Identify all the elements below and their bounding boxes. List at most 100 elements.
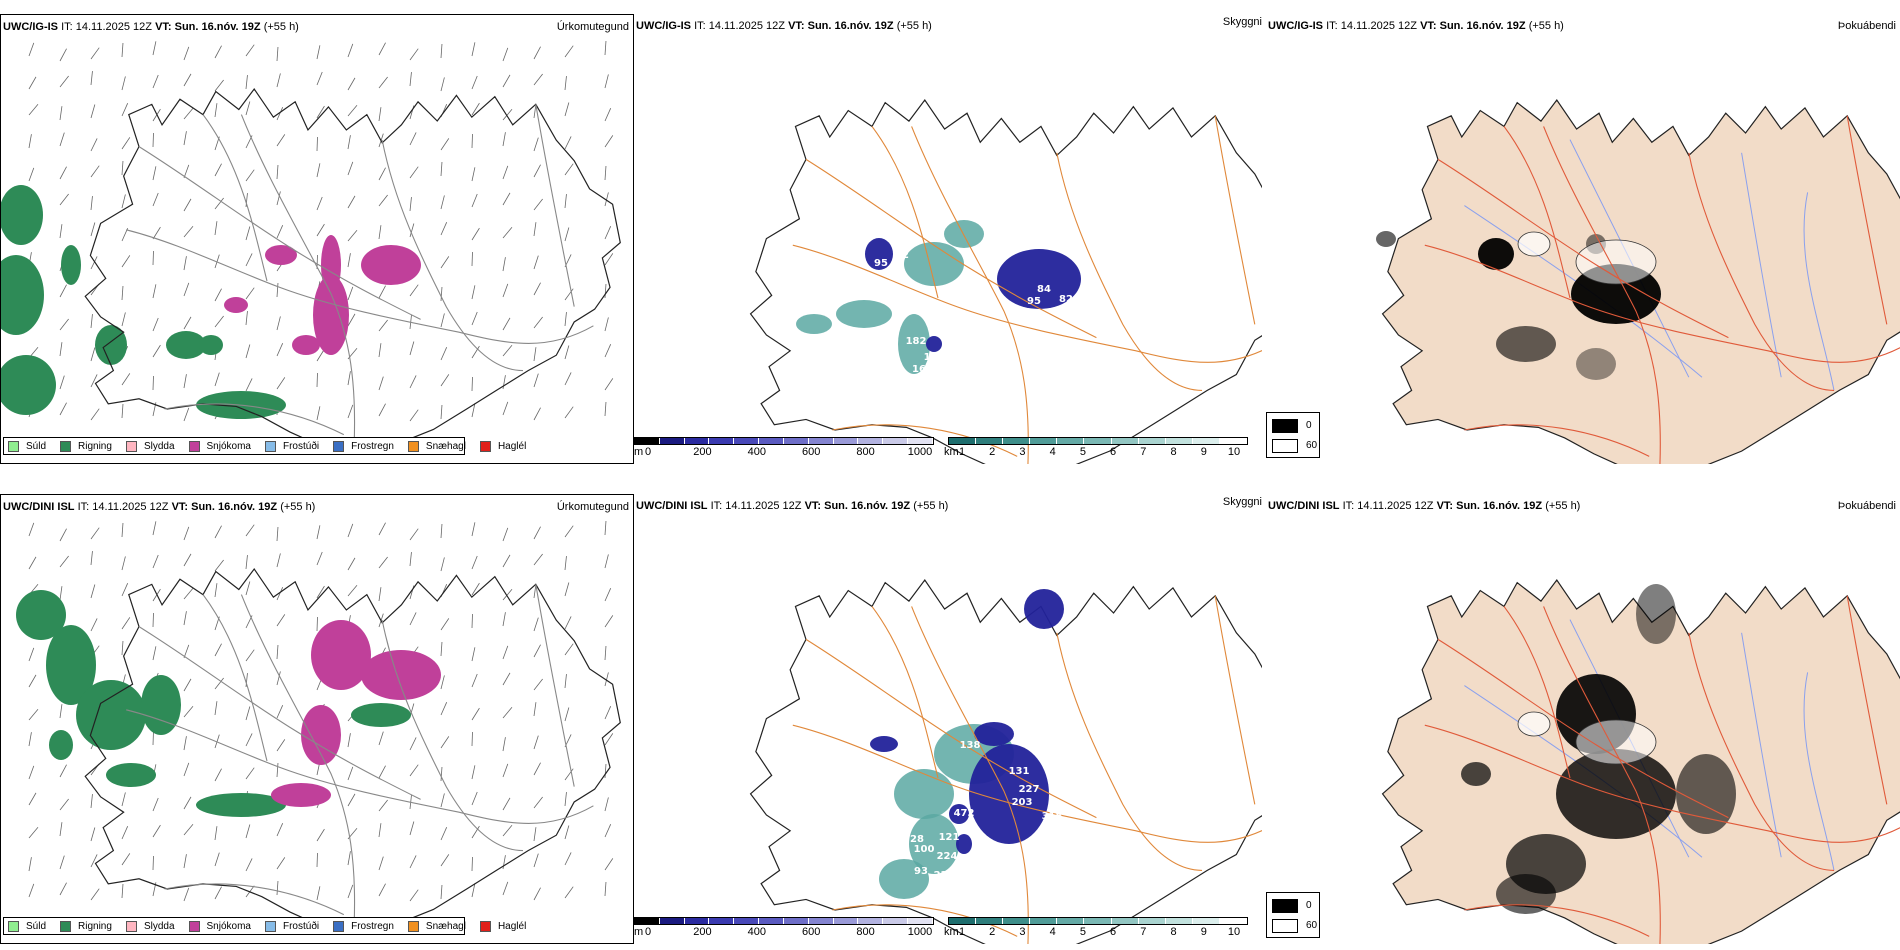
visibility-value-label: 121	[939, 832, 960, 843]
colorbar-swatch	[858, 438, 884, 444]
colorbar-swatch	[833, 438, 859, 444]
precip-legend-swatch	[188, 920, 200, 932]
low-cloud-area	[956, 834, 972, 854]
wind-barb	[28, 556, 37, 570]
wind-barb	[564, 102, 570, 117]
wind-barb	[214, 45, 222, 59]
wind-barb	[378, 285, 386, 299]
wind-barb	[214, 559, 224, 572]
colorbar-swatch	[949, 918, 977, 924]
wind-barb	[533, 827, 537, 842]
wind-barb	[183, 316, 192, 330]
wind-barb	[564, 406, 574, 419]
wind-barb	[471, 707, 480, 721]
road-line	[1543, 126, 1661, 464]
wind-barb	[214, 254, 220, 269]
visibility-value-label: 237	[934, 870, 955, 881]
colorbar-swatch	[1003, 438, 1031, 444]
wind-barb	[502, 763, 509, 778]
wind-barb	[214, 643, 222, 657]
wind-barb	[564, 525, 574, 538]
wind-barb	[183, 824, 194, 836]
wind-barb	[440, 162, 443, 177]
wind-barb	[316, 45, 321, 60]
low-visibility-area	[909, 814, 959, 874]
fog-legend-label-60: 60	[1306, 440, 1318, 451]
precip-legend-label: Slydda	[143, 920, 175, 932]
precip-panel-2: UWC/DINI ISL IT: 14.11.2025 12Z VT: Sun.…	[0, 494, 634, 944]
wind-barb	[59, 586, 63, 601]
fog-legend: 0 60	[1266, 412, 1320, 458]
wind-barb	[90, 347, 96, 362]
wind-barb	[604, 521, 607, 536]
precip-area	[361, 245, 421, 285]
wind-barb	[604, 554, 609, 569]
wind-barb	[59, 375, 65, 390]
wind-barb	[347, 404, 354, 419]
colorbar-strip	[948, 917, 1248, 925]
wind-barb	[440, 642, 443, 657]
road-line	[1056, 152, 1203, 391]
wind-barb	[183, 796, 192, 810]
wind-barb	[347, 585, 358, 597]
precip-legend-swatch	[333, 440, 345, 452]
precip-area	[46, 625, 96, 705]
precip-legend-swatch	[479, 920, 491, 932]
wind-barb	[316, 828, 325, 842]
colorbar-swatch	[1219, 918, 1248, 924]
wind-barb	[59, 402, 67, 416]
wind-barb	[214, 677, 224, 690]
precip-area	[76, 680, 146, 750]
visibility-value-label: 193	[924, 352, 945, 363]
wind-barb	[121, 826, 129, 840]
wind-barb	[121, 137, 131, 150]
wind-barb	[347, 286, 354, 301]
wind-barb	[533, 887, 541, 901]
precip-legend-swatch	[188, 440, 200, 452]
wind-barb	[564, 136, 572, 150]
wind-barb	[276, 47, 279, 62]
colorbar-tick: 200	[693, 446, 712, 458]
wind-barb	[533, 137, 539, 152]
wind-barb	[409, 612, 417, 626]
panel-name: Úrkomutegund	[556, 501, 629, 513]
wind-barb	[183, 644, 190, 659]
wind-barb	[121, 103, 129, 117]
visibility-value-label: 16	[912, 364, 926, 375]
wind-barb	[276, 671, 281, 686]
low-cloud-area	[926, 336, 942, 352]
colorbar-unit: m	[634, 446, 644, 458]
colorbar-swatch	[684, 438, 710, 444]
precip-legend-item: Slydda	[125, 440, 175, 452]
colorbar-swatch	[1111, 918, 1139, 924]
colorbar-unit: m	[634, 926, 644, 938]
wind-barb	[471, 555, 478, 570]
wind-barb	[214, 734, 220, 749]
precip-legend: Súld Rigning Slydda Snjókoma Frostúði Frostre…	[3, 437, 526, 455]
road-line	[1846, 595, 1888, 805]
wind-barb	[59, 798, 69, 811]
wind-barb	[440, 44, 443, 59]
wind-barb	[347, 43, 354, 58]
wind-barb	[347, 135, 351, 150]
wind-barb	[378, 823, 382, 838]
precip-legend-swatch	[479, 440, 491, 452]
wind-barb	[604, 824, 612, 838]
wind-barb	[152, 824, 161, 838]
colorbar-tick: 6	[1110, 446, 1117, 458]
road-line	[138, 146, 421, 320]
wind-barb	[564, 76, 567, 91]
visibility-value-label: 131	[1009, 766, 1030, 777]
wind-barb	[378, 799, 388, 812]
colorbar-swatch	[734, 438, 760, 444]
wind-barb	[471, 791, 478, 806]
wind-barb	[28, 134, 32, 149]
wind-barb	[316, 163, 321, 178]
road-line	[240, 114, 356, 448]
wind-barb	[214, 768, 222, 782]
wind-barb	[471, 883, 476, 898]
road-line	[1846, 115, 1888, 325]
wind-barb	[214, 701, 218, 716]
precip-legend-item: Haglél	[479, 920, 526, 932]
wind-barb	[59, 342, 63, 357]
